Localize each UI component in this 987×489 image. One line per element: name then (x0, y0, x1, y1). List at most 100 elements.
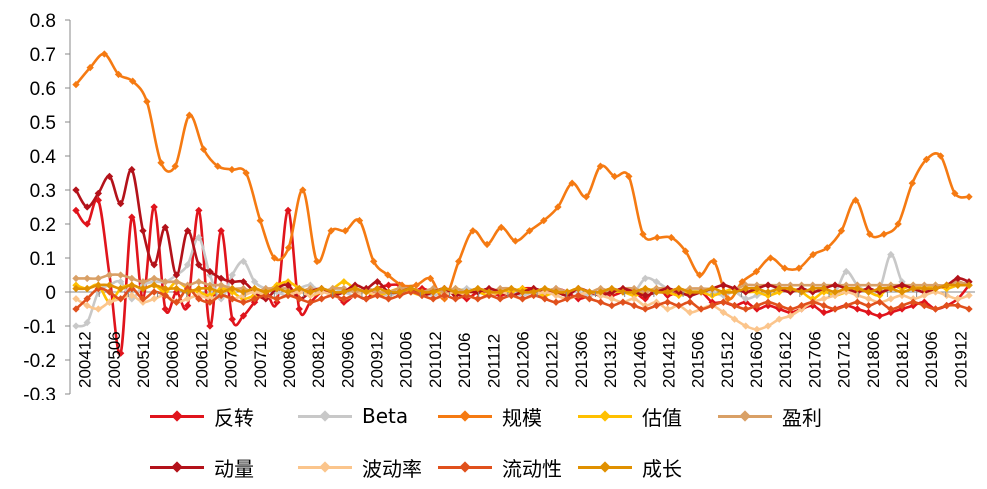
x-tick-label: 201406 (630, 331, 649, 388)
data-point (954, 281, 962, 289)
data-point (496, 295, 504, 303)
data-point (781, 264, 789, 272)
data-point (396, 288, 404, 296)
data-point (920, 301, 929, 310)
x-tick-label: 201912 (951, 331, 970, 388)
data-point (83, 301, 91, 310)
x-tick-label: 200712 (251, 331, 270, 388)
legend-label: 动量 (214, 456, 254, 481)
data-point (663, 288, 672, 296)
data-point (786, 312, 795, 320)
legend-item-earnings: 盈利 (718, 402, 822, 430)
data-point (942, 281, 951, 289)
y-tick-label: -0.3 (23, 385, 56, 400)
data-point (898, 288, 906, 296)
data-point (128, 165, 136, 174)
data-point (284, 281, 292, 289)
data-point (764, 281, 772, 289)
x-tick-label: 201312 (601, 331, 620, 388)
data-point (552, 288, 560, 296)
data-point (172, 271, 181, 279)
data-point (384, 271, 392, 279)
legend-swatch-liquidity (438, 457, 492, 477)
data-point (150, 203, 158, 211)
x-tick-label: 200506 (105, 331, 124, 388)
legend-label: Beta (362, 404, 409, 428)
data-point (451, 288, 460, 296)
data-point (786, 284, 795, 293)
data-point (250, 284, 259, 293)
legend-item-reversal: 反转 (150, 402, 254, 430)
data-point (630, 295, 638, 303)
data-point (931, 305, 940, 313)
data-point (83, 220, 91, 228)
data-point (157, 159, 165, 167)
data-point (239, 257, 248, 266)
data-point (250, 295, 259, 303)
data-point (574, 284, 582, 293)
data-point (206, 298, 214, 306)
data-point (630, 301, 638, 310)
data-point (429, 288, 437, 296)
data-point (72, 80, 80, 89)
data-point (161, 291, 169, 300)
data-point (909, 284, 917, 293)
data-point (663, 298, 672, 306)
legend-item-volatility: 波动率 (298, 453, 422, 481)
data-point (228, 284, 236, 293)
data-point (820, 308, 828, 317)
chart-plot: 0.8 0.7 0.6 0.5 0.4 0.3 0.2 0.1 0 -0.1 -0.2 -0.3 20… (23, 11, 975, 400)
data-point (708, 284, 716, 293)
data-point (518, 295, 527, 303)
data-point (954, 274, 962, 283)
data-point (742, 322, 750, 330)
data-point (853, 298, 862, 306)
data-point (262, 288, 270, 296)
data-point (820, 284, 828, 293)
data-point (880, 230, 888, 238)
data-point (426, 274, 435, 283)
data-point (831, 305, 839, 313)
data-point (172, 278, 181, 286)
series-5 (72, 165, 973, 303)
data-point (730, 288, 739, 296)
data-point (362, 288, 370, 296)
data-point (340, 295, 348, 303)
data-point (596, 298, 605, 306)
data-point (786, 305, 795, 313)
data-point (675, 301, 683, 310)
data-point (150, 261, 158, 269)
data-point (540, 216, 548, 225)
data-point (965, 291, 973, 300)
data-point (507, 284, 516, 293)
data-point (842, 284, 850, 293)
data-point (652, 301, 661, 310)
data-point (228, 165, 236, 174)
x-tick-label: 200612 (192, 331, 211, 388)
data-point (887, 295, 895, 303)
data-point (965, 305, 973, 313)
data-point (116, 199, 125, 208)
data-point (525, 227, 534, 235)
x-tick-label: 201012 (426, 331, 445, 388)
y-tick-label: 0.2 (30, 215, 56, 236)
data-point (496, 288, 504, 296)
data-point (105, 271, 114, 279)
data-point (608, 301, 616, 310)
data-point (753, 284, 761, 293)
data-point (652, 278, 661, 286)
data-point (474, 284, 482, 293)
data-point (663, 305, 672, 313)
data-point (94, 274, 103, 283)
x-tick-label: 200806 (280, 331, 299, 388)
data-point (284, 244, 293, 252)
legend-item-growth: 成长 (578, 453, 682, 481)
data-point (306, 298, 315, 306)
data-point (161, 284, 169, 293)
data-point (742, 295, 750, 303)
data-point (764, 298, 772, 306)
data-point (552, 298, 560, 306)
data-point (920, 284, 929, 293)
x-tick-label: 201106 (455, 333, 474, 388)
data-point (920, 291, 929, 300)
